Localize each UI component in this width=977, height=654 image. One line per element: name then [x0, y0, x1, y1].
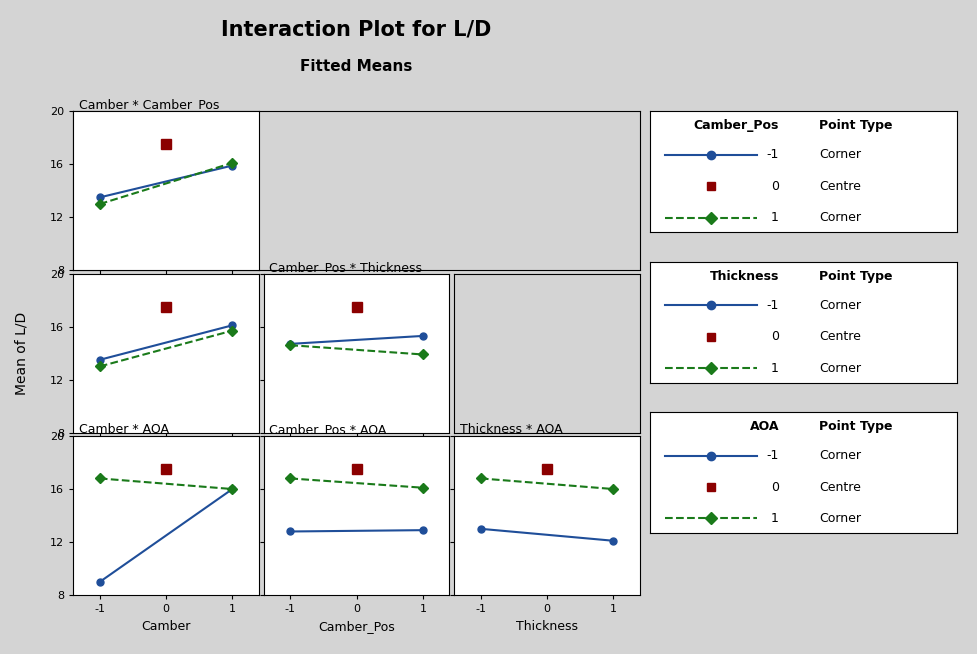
Text: Corner: Corner	[819, 299, 861, 312]
Text: 0: 0	[771, 481, 779, 494]
Text: Mean of L/D: Mean of L/D	[15, 311, 28, 395]
Text: Corner: Corner	[819, 362, 861, 375]
Text: Fitted Means: Fitted Means	[300, 59, 413, 74]
Text: Camber_Pos: Camber_Pos	[694, 119, 779, 132]
Text: Camber_Pos * Thickness: Camber_Pos * Thickness	[270, 260, 422, 273]
Text: Point Type: Point Type	[819, 420, 892, 433]
Text: Camber * Camber_Pos: Camber * Camber_Pos	[79, 98, 219, 111]
X-axis label: Camber: Camber	[142, 620, 191, 632]
Text: Interaction Plot for L/D: Interaction Plot for L/D	[222, 20, 491, 40]
Text: Centre: Centre	[819, 481, 861, 494]
Text: Corner: Corner	[819, 211, 861, 224]
Text: -1: -1	[767, 449, 779, 462]
Text: Corner: Corner	[819, 148, 861, 162]
Text: Centre: Centre	[819, 180, 861, 193]
Text: -1: -1	[767, 299, 779, 312]
X-axis label: Thickness: Thickness	[516, 620, 578, 632]
Text: -1: -1	[767, 148, 779, 162]
Text: 1: 1	[771, 512, 779, 525]
Text: Thickness * AOA: Thickness * AOA	[460, 423, 563, 436]
Text: Corner: Corner	[819, 449, 861, 462]
Text: Point Type: Point Type	[819, 119, 892, 132]
Text: 1: 1	[771, 211, 779, 224]
X-axis label: Camber_Pos: Camber_Pos	[319, 620, 395, 632]
Text: 0: 0	[771, 180, 779, 193]
Text: 0: 0	[771, 330, 779, 343]
Text: 1: 1	[771, 362, 779, 375]
Text: Centre: Centre	[819, 330, 861, 343]
Text: AOA: AOA	[749, 420, 779, 433]
Text: Camber * Thickness: Camber * Thickness	[79, 260, 204, 273]
Text: Camber * AOA: Camber * AOA	[79, 423, 169, 436]
Text: Point Type: Point Type	[819, 269, 892, 283]
Text: Thickness: Thickness	[709, 269, 779, 283]
Text: Camber_Pos * AOA: Camber_Pos * AOA	[270, 423, 387, 436]
Text: Corner: Corner	[819, 512, 861, 525]
